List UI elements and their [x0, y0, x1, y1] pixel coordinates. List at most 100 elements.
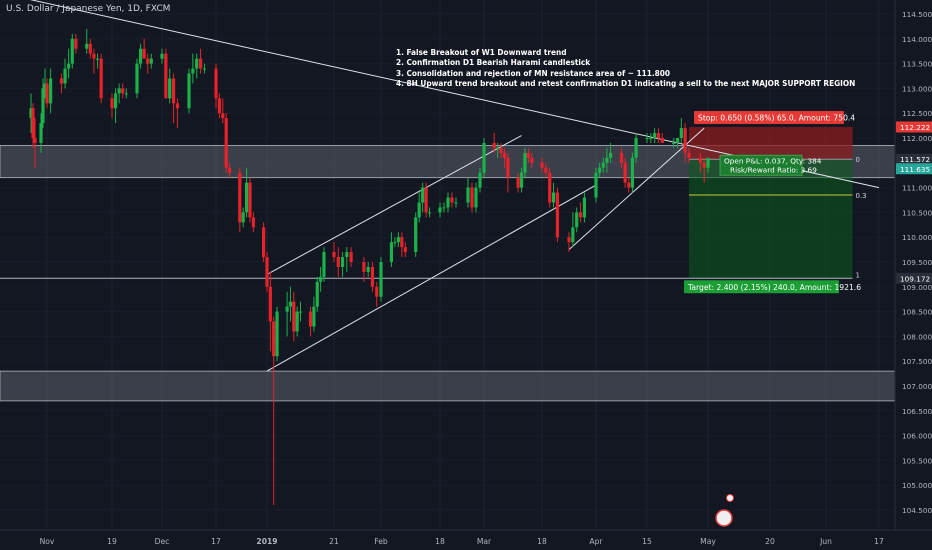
candle — [31, 103, 35, 148]
candle — [41, 78, 45, 129]
candle-body — [295, 311, 299, 332]
stop-label-box — [694, 110, 844, 124]
note-1: 1. False Breakout of W1 Downward trend — [396, 47, 567, 57]
candle — [414, 212, 418, 258]
candle — [454, 197, 458, 208]
candle-body — [31, 108, 35, 138]
candle-body — [551, 192, 556, 203]
candle — [516, 172, 520, 193]
candle-body — [298, 311, 303, 313]
candle-body — [630, 157, 635, 188]
candle — [601, 157, 605, 173]
candle-body — [124, 93, 128, 95]
y-tick-label: 113.000 — [902, 84, 932, 93]
candle-body — [417, 202, 421, 218]
x-tick-label: Jun — [819, 537, 832, 546]
candle — [191, 53, 195, 84]
candle — [168, 68, 172, 104]
candle-body — [33, 138, 37, 143]
candle — [530, 152, 534, 168]
candle — [308, 306, 313, 337]
candle — [322, 247, 326, 282]
candle-body — [171, 78, 176, 104]
candle — [146, 53, 150, 74]
pnl-box — [719, 154, 803, 176]
candle-body — [265, 257, 269, 287]
candle — [251, 212, 255, 233]
y-tick-label: 106.000 — [902, 432, 932, 441]
x-tick-label: Apr — [589, 537, 603, 546]
candle — [121, 83, 125, 99]
candle — [248, 177, 252, 223]
candle — [366, 262, 370, 277]
pnl-label: Open P&L: 0.037, Qty: 384 — [724, 156, 822, 165]
candle-body — [228, 167, 232, 173]
candle — [523, 147, 527, 178]
x-tick-label: 19 — [107, 537, 117, 546]
candle-body — [608, 152, 613, 158]
candle — [649, 133, 653, 143]
candle — [245, 167, 249, 218]
candle-body — [375, 286, 379, 297]
candle-body — [332, 252, 336, 258]
candle — [138, 43, 143, 69]
candle — [345, 247, 349, 272]
y-tick-label: 105.000 — [902, 481, 932, 490]
candle — [619, 147, 624, 168]
candle — [582, 192, 587, 223]
x-tick-label: Nov — [40, 537, 55, 546]
y-tick-label: 111.000 — [902, 184, 932, 193]
candle — [675, 138, 680, 148]
candle — [95, 53, 100, 69]
candle-body — [653, 133, 657, 138]
candle-body — [99, 58, 103, 99]
candle — [706, 157, 710, 173]
x-tick-label: Mar — [477, 537, 492, 546]
candle — [135, 58, 139, 99]
candle-body — [427, 212, 432, 214]
y-tick-label: 110.500 — [902, 208, 932, 217]
candle — [598, 162, 602, 178]
candle-body — [530, 157, 534, 163]
candle-body — [544, 167, 548, 173]
chart-title: U.S. Dollar / Japanese Yen, 1D, FXCM — [6, 4, 171, 14]
candle-body — [217, 98, 221, 114]
candle — [470, 182, 474, 213]
candle-body — [414, 217, 418, 253]
candle-body — [578, 212, 583, 218]
candle — [175, 98, 180, 129]
candle-body — [442, 207, 446, 209]
x-tick-label: 21 — [329, 537, 339, 546]
major-support-region — [0, 370, 896, 402]
stop-zone — [688, 126, 853, 160]
candle — [221, 98, 225, 124]
channel-upper-line — [266, 135, 522, 275]
candle — [74, 33, 78, 54]
candle — [288, 286, 293, 322]
candle-body — [649, 138, 653, 139]
candle — [275, 306, 279, 362]
candle — [59, 73, 64, 94]
y-tick-label: 113.500 — [902, 60, 932, 69]
candle-body — [245, 182, 249, 213]
candle-body — [393, 242, 397, 244]
candle — [272, 316, 276, 506]
candle — [627, 177, 631, 193]
candle-body — [95, 58, 100, 60]
candle-body — [238, 172, 242, 223]
candle — [438, 202, 442, 218]
candle-body — [400, 237, 404, 248]
candle — [567, 232, 571, 253]
candle-body — [49, 78, 53, 104]
candles — [29, 28, 710, 506]
candle-body — [571, 227, 575, 243]
y-tick-label: 114.000 — [902, 35, 932, 44]
candle-body — [187, 73, 191, 109]
candle-body — [424, 187, 428, 213]
candle-body — [164, 53, 168, 99]
candle — [393, 237, 397, 248]
candle-body — [149, 58, 153, 64]
price-tag-box — [896, 272, 932, 284]
y-tick-label: 106.500 — [902, 407, 932, 416]
